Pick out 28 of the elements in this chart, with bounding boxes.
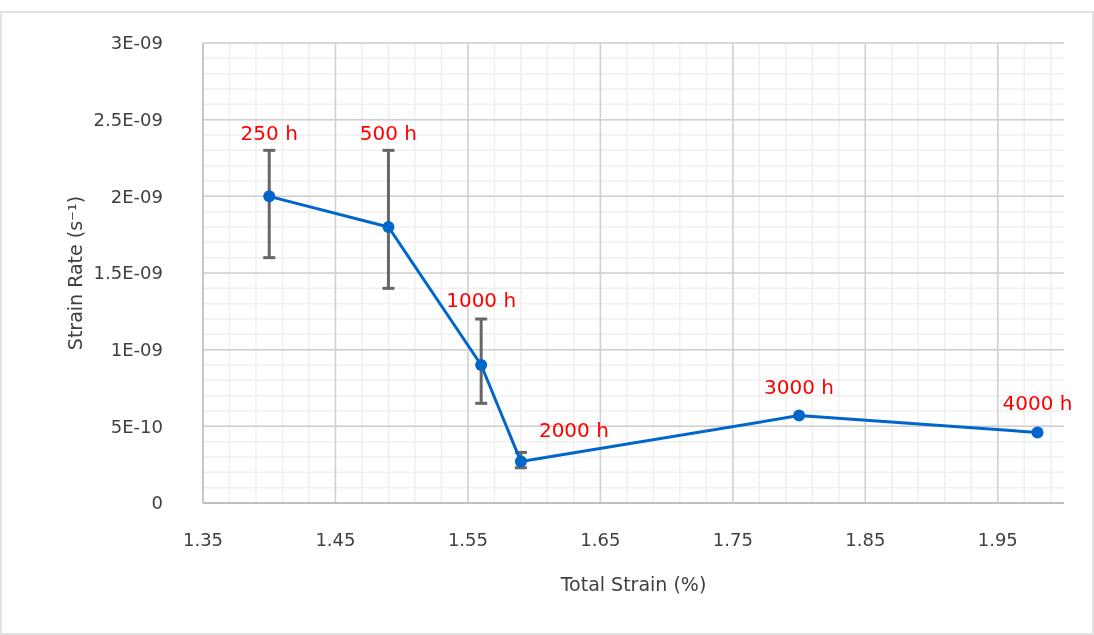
annotation: 4000 h — [1002, 391, 1073, 416]
y-axis-title: Strain Rate (s⁻¹) — [64, 195, 86, 351]
annotation: 1000 h — [446, 288, 517, 312]
y-tick-label: 2.5E-09 — [93, 108, 163, 130]
x-tick-label: 1.95 — [977, 529, 1018, 550]
y-tick-label: 5E-10 — [110, 415, 163, 437]
x-tick-label: 1.45 — [315, 529, 356, 550]
point — [793, 409, 806, 422]
annotation: 3000 h — [764, 374, 835, 399]
x-tick-label: 1.75 — [712, 529, 753, 550]
point — [475, 359, 488, 371]
y-tick-label: 1E-09 — [110, 338, 163, 360]
point — [1031, 426, 1044, 439]
annotation: 250 h — [240, 121, 298, 146]
y-tick-label: 0 — [151, 492, 163, 514]
point — [514, 455, 527, 468]
y-tick-label: 1.5E-09 — [93, 262, 163, 284]
annotation: 500 h — [359, 121, 418, 146]
x-tick-label: 1.85 — [845, 529, 886, 550]
x-axis-title: Total Strain (%) — [559, 573, 707, 595]
point — [382, 221, 395, 233]
point — [263, 190, 276, 203]
x-tick-label: 1.55 — [447, 529, 488, 550]
annotation: 2000 h — [538, 417, 609, 442]
x-tick-label: 1.35 — [182, 529, 224, 550]
x-tick-label: 1.65 — [580, 529, 621, 550]
y-tick-label: 3E-09 — [110, 32, 163, 54]
y-tick-label: 2E-09 — [110, 185, 163, 207]
